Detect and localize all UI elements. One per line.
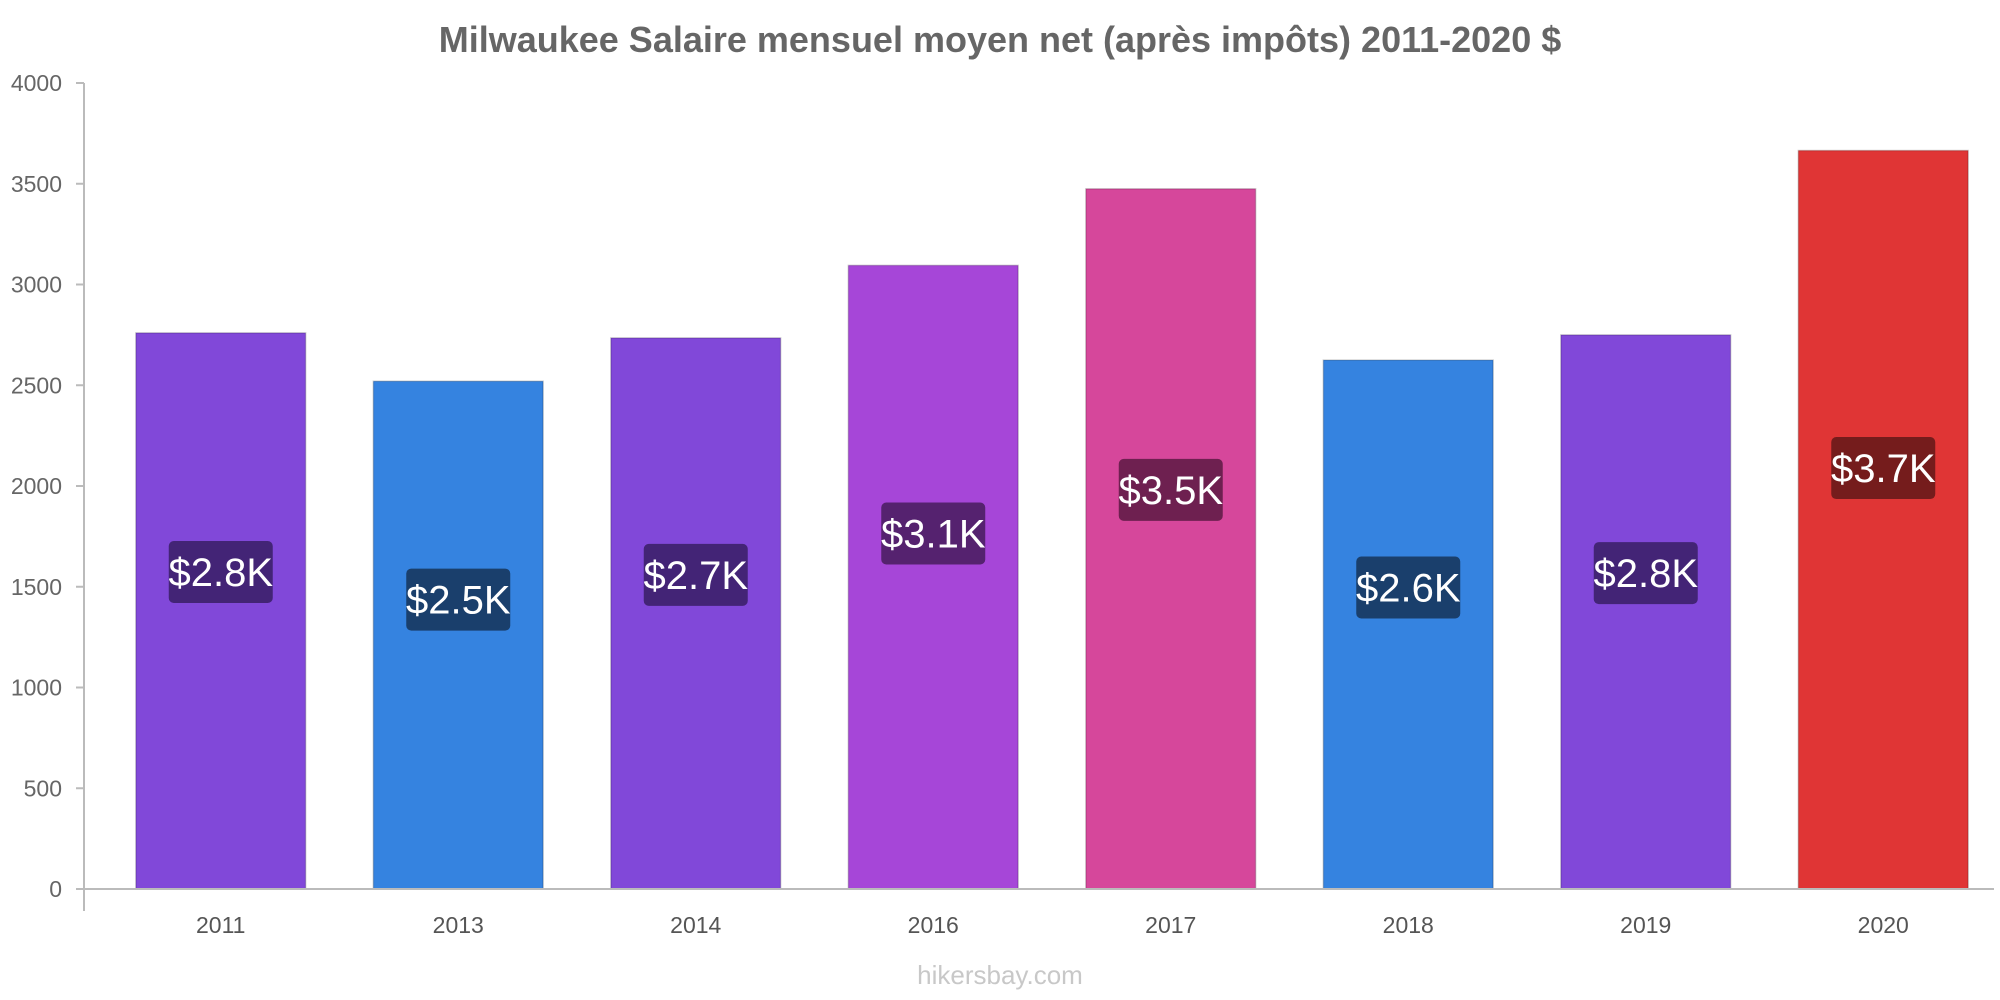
bar	[135, 332, 307, 890]
y-tick-label: 3500	[11, 171, 62, 197]
bar	[610, 337, 782, 890]
data-label: $3.7K	[1831, 447, 1936, 491]
y-axis: 0 500 1000 1500 2000 2500 3000 3500 4000	[11, 70, 85, 911]
data-label-box	[1593, 542, 1698, 605]
y-tick-label: 2000	[11, 473, 62, 499]
x-tick-label: 2013	[433, 912, 484, 938]
y-tick-label: 500	[24, 775, 62, 801]
data-label: $2.5K	[406, 579, 511, 623]
x-tick-label: 2019	[1620, 912, 1671, 938]
bar	[1322, 359, 1494, 890]
x-tick-label: 2018	[1383, 912, 1434, 938]
y-tick-label: 4000	[11, 70, 62, 96]
data-label: $2.8K	[1593, 552, 1698, 596]
data-label: $3.1K	[881, 513, 986, 557]
bars: $2.8K $2.5K $2.7K $3.1K $3.5K $2.6K $2.8K $3.7K	[135, 149, 1969, 890]
data-label-box	[1118, 458, 1223, 521]
data-label: $2.7K	[643, 554, 748, 598]
chart-title: Milwaukee Salaire mensuel moyen net (apr…	[439, 19, 1562, 60]
data-label-box	[881, 502, 986, 565]
data-label-box	[406, 568, 511, 631]
y-tick-label: 2500	[11, 372, 62, 398]
data-label: $2.8K	[168, 551, 273, 595]
y-tick-label: 0	[49, 876, 62, 902]
y-tick-label: 3000	[11, 272, 62, 298]
x-tick-label: 2016	[908, 912, 959, 938]
data-label-box	[168, 541, 273, 604]
bar	[847, 264, 1019, 890]
x-tick-label: 2017	[1145, 912, 1196, 938]
bar	[1085, 188, 1257, 890]
data-label-box	[643, 543, 748, 606]
x-tick-label: 2014	[670, 912, 721, 938]
watermark: hikersbay.com	[917, 960, 1083, 990]
x-tick-label: 2020	[1858, 912, 1909, 938]
x-tick-label: 2011	[196, 912, 245, 938]
y-tick-label: 1000	[11, 675, 62, 701]
bar	[372, 380, 544, 890]
x-axis: 2011 2013 2014 2016 2017 2018 2019 2020	[84, 888, 1994, 938]
bar	[1797, 149, 1969, 890]
y-tick-label: 1500	[11, 574, 62, 600]
data-label: $2.6K	[1356, 567, 1461, 611]
data-label-box	[1356, 556, 1461, 619]
data-label-box	[1831, 437, 1936, 500]
data-label: $3.5K	[1118, 469, 1223, 513]
bar	[1560, 334, 1732, 890]
